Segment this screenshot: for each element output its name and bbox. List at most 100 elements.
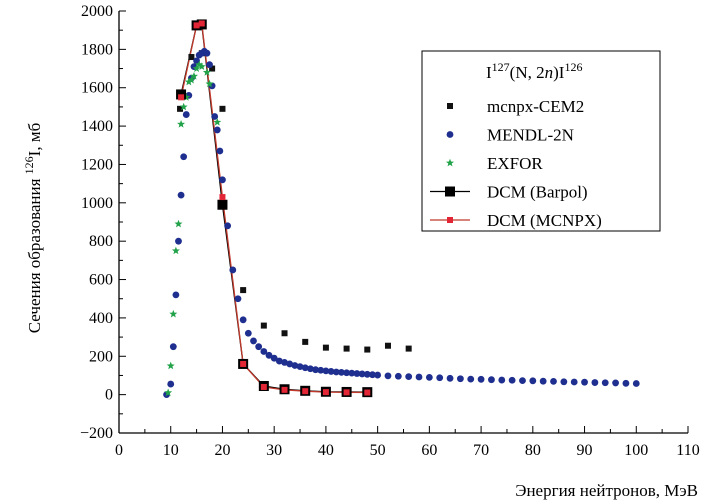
data-point-mendl-2n [338, 368, 345, 376]
data-point-exfor [171, 246, 180, 255]
data-point-mendl-2n [206, 61, 213, 69]
data-point-mendl-2n [265, 351, 273, 359]
data-point-mendl-2n [348, 369, 356, 377]
data-point-exfor [202, 68, 211, 76]
data-point-mendl-2n [172, 291, 180, 299]
series-dcm-mcnpx [178, 20, 371, 396]
x-tick-label: 90 [577, 442, 593, 459]
data-point-mendl-2n [286, 360, 294, 368]
data-point-mendl-2n [601, 379, 609, 387]
data-point-mendl-2n [182, 111, 190, 118]
x-tick-label: 50 [370, 442, 386, 459]
data-point-dcm-mcnpx [322, 389, 329, 396]
y-tick-label: 600 [89, 272, 113, 289]
x-axis-title: Энергия нейтронов, МэВ [515, 481, 698, 500]
data-point-mendl-2n [369, 371, 376, 379]
legend-label-mendl-2n: MENDL-2N [487, 126, 574, 145]
data-point-mendl-2n [317, 366, 325, 374]
data-point-mendl-2n [291, 362, 299, 369]
data-point-mendl-2n [322, 367, 330, 375]
y-tick-label: 1200 [81, 156, 113, 173]
legend-marker-mendl-2n [446, 131, 454, 138]
data-point-mendl-2n [244, 329, 252, 337]
x-tick-label: 40 [318, 442, 334, 459]
data-point-mendl-2n [301, 364, 309, 372]
x-tick-label: 100 [624, 442, 648, 459]
data-point-mendl-2n [539, 377, 547, 385]
data-point-mendl-2n [467, 375, 475, 383]
y-axis-title: Сечения образования 126I, мб [22, 123, 44, 334]
data-point-dcm-mcnpx [219, 194, 226, 201]
data-point-mcnpx-cem2 [260, 322, 267, 329]
data-point-mendl-2n [570, 378, 578, 386]
data-point-exfor [164, 388, 173, 397]
data-point-mendl-2n [425, 373, 433, 381]
data-point-dcm-mcnpx [364, 389, 371, 396]
data-point-mendl-2n [255, 343, 263, 351]
legend-title-sup1: 127 [492, 60, 510, 74]
data-point-mendl-2n [180, 153, 188, 161]
data-point-exfor [177, 119, 186, 128]
data-point-mendl-2n [384, 372, 392, 380]
data-point-mendl-2n [581, 378, 588, 386]
data-point-dcm-mcnpx [193, 22, 200, 29]
x-tick-label: 60 [421, 442, 437, 459]
data-point-mendl-2n [332, 368, 340, 376]
legend-marker-exfor [446, 158, 454, 167]
legend-label-mcnpx-cem2: mcnpx-CEM2 [487, 97, 584, 116]
x-tick-label: 110 [676, 442, 699, 459]
data-point-mendl-2n [327, 368, 335, 375]
data-point-exfor [184, 77, 193, 86]
data-point-dcm-mcnpx [260, 383, 267, 390]
data-point-mendl-2n [560, 378, 568, 386]
ticks: 0 10 20 30 40 50 60 70 80 90 100 110−20002004006008… [80, 3, 700, 459]
x-tick-label: 20 [214, 442, 230, 459]
data-point-mcnpx-cem2 [364, 346, 371, 353]
data-point-exfor [195, 60, 204, 69]
data-point-mendl-2n [457, 375, 464, 383]
series-line-dcm-mcnpx [180, 22, 368, 394]
data-point-mendl-2n [306, 365, 314, 373]
data-point-mendl-2n [415, 373, 423, 381]
data-point-dcm-mcnpx [178, 94, 185, 101]
data-point-mendl-2n [612, 379, 619, 387]
data-point-exfor [187, 75, 196, 84]
data-point-mendl-2n [175, 237, 182, 245]
data-point-mcnpx-cem2 [209, 65, 216, 72]
legend-label-dcm-mcnpx: DCM (MCNPX) [487, 211, 602, 230]
data-point-mendl-2n [343, 369, 350, 377]
y-tick-label: 2000 [81, 3, 113, 20]
data-point-dcm-mcnpx [198, 20, 205, 27]
y-tick-label: 200 [89, 348, 113, 365]
data-point-mendl-2n [446, 374, 454, 382]
y-tick-label: 1000 [81, 195, 113, 212]
data-point-mendl-2n [213, 126, 221, 134]
series-exfor [164, 60, 222, 397]
x-tick-label: 80 [525, 442, 541, 459]
data-point-mendl-2n [529, 377, 537, 385]
data-point-mendl-2n [632, 380, 640, 387]
data-point-mendl-2n [358, 370, 366, 378]
data-point-mcnpx-cem2 [322, 344, 329, 351]
y-tick-label: 1600 [81, 80, 113, 97]
data-point-mendl-2n [224, 222, 232, 230]
x-tick-label: 0 [115, 442, 123, 459]
series-dcm-barpol [176, 19, 373, 398]
data-point-mendl-2n [405, 373, 413, 381]
legend-marker-dcm-barpol [445, 186, 455, 197]
legend-frame [421, 50, 661, 232]
legend-marker-mcnpx-cem2 [447, 103, 453, 109]
y-tick-label: −200 [80, 425, 113, 442]
data-point-dcm-mcnpx [281, 386, 288, 393]
data-point-mendl-2n [216, 147, 224, 155]
y-tick-label: 800 [89, 233, 113, 250]
data-point-dcm-mcnpx [343, 389, 350, 396]
data-point-exfor [174, 219, 183, 228]
data-point-mendl-2n [488, 376, 495, 384]
legend-title-base1: I [486, 63, 492, 82]
series-line-dcm-mcnpx [180, 22, 368, 394]
data-point-mendl-2n [498, 376, 506, 384]
data-point-mendl-2n [591, 379, 599, 386]
data-point-exfor [197, 62, 206, 71]
data-point-mendl-2n [296, 363, 304, 371]
